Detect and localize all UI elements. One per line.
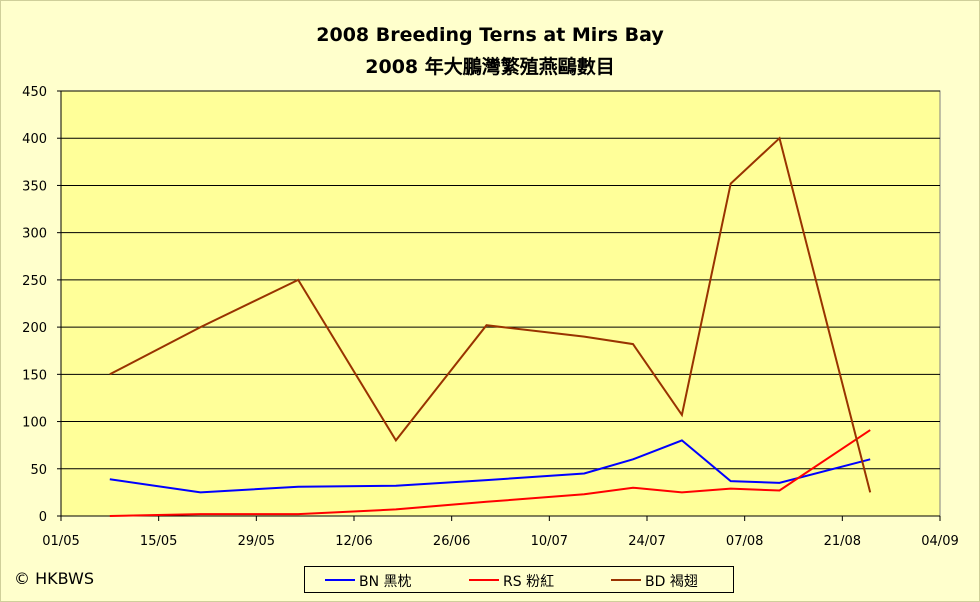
y-tick-label: 450 <box>22 85 47 100</box>
x-tick-label: 01/05 <box>42 534 79 549</box>
y-tick-label: 300 <box>22 227 47 242</box>
series-line-2 <box>109 136 872 493</box>
legend-swatch-bd <box>611 579 641 581</box>
y-tick-label: 50 <box>30 463 47 478</box>
chart-title: 2008 Breeding Terns at Mirs Bay <box>316 24 664 46</box>
legend-swatch-bn <box>325 579 355 581</box>
legend-item-bn: BN 黑枕 <box>325 571 412 590</box>
y-tick-label: 100 <box>22 416 47 431</box>
x-tick-label: 21/08 <box>824 534 861 549</box>
plot-area <box>60 90 941 517</box>
legend-label-rs: RS 粉紅 <box>503 574 555 590</box>
y-tick-label: 150 <box>22 368 47 383</box>
x-tick-label: 07/08 <box>726 534 763 549</box>
legend-item-rs: RS 粉紅 <box>469 571 555 590</box>
legend-item-bd: BD 褐翅 <box>611 571 698 590</box>
chart-subtitle: 2008 年大鵬灣繁殖燕鷗數目 <box>365 56 615 78</box>
legend-label-bd: BD 褐翅 <box>645 574 698 590</box>
y-tick-label: 250 <box>22 274 47 289</box>
x-tick-label: 29/05 <box>238 534 275 549</box>
series-line-0 <box>109 439 871 494</box>
y-tick-label: 0 <box>39 510 47 525</box>
series-line-1 <box>109 429 871 517</box>
x-tick-label: 12/06 <box>335 534 372 549</box>
x-tick-label: 10/07 <box>531 534 568 549</box>
legend: BN 黑枕 RS 粉紅 BD 褐翅 <box>304 566 734 593</box>
legend-label-bn: BN 黑枕 <box>359 574 412 590</box>
x-tick-label: 15/05 <box>140 534 177 549</box>
x-tick-label: 24/07 <box>628 534 665 549</box>
y-tick-label: 400 <box>22 132 47 147</box>
x-tick-label: 04/09 <box>921 534 958 549</box>
y-tick-label: 350 <box>22 179 47 194</box>
x-tick-label: 26/06 <box>433 534 470 549</box>
y-tick-label: 200 <box>22 321 47 336</box>
copyright-text: © HKBWS <box>14 569 94 588</box>
legend-swatch-rs <box>469 579 499 581</box>
